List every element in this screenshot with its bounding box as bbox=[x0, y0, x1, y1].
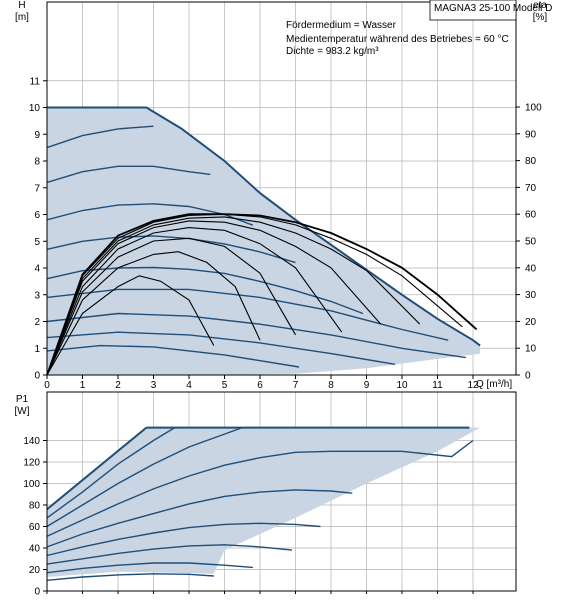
power-tick-label: 40 bbox=[29, 544, 41, 555]
efficiency-tick-label: 10 bbox=[525, 344, 537, 355]
head-tick-label: 2 bbox=[34, 317, 40, 328]
power-curve-8 bbox=[46, 562, 253, 574]
head-curve-5 bbox=[46, 266, 364, 315]
efficiency-curve-3 bbox=[46, 237, 296, 376]
power-tick-label: 140 bbox=[23, 436, 40, 447]
power-curve-6 bbox=[46, 522, 321, 557]
flow-tick-label: 10 bbox=[396, 380, 408, 391]
head-tick-label: 8 bbox=[34, 157, 40, 168]
power-curve-1 bbox=[46, 426, 148, 511]
flow-tick-label: 4 bbox=[186, 380, 192, 391]
power-curve-7 bbox=[46, 544, 293, 565]
efficiency-curve-2 bbox=[46, 251, 261, 376]
power-tick-label: 100 bbox=[23, 479, 40, 490]
head-operating-area bbox=[47, 107, 481, 375]
head-curve-4 bbox=[46, 235, 296, 264]
head-tick-label: 5 bbox=[34, 237, 40, 248]
power-curve-9 bbox=[46, 573, 214, 581]
power-curve-2 bbox=[46, 427, 176, 519]
efficiency-tick-label: 90 bbox=[525, 129, 537, 140]
power-tick-label: 60 bbox=[29, 522, 41, 533]
title-box-frame bbox=[429, 0, 517, 21]
power-curve-3 bbox=[46, 426, 243, 528]
efficiency-tick-label: 20 bbox=[525, 317, 537, 328]
power-tick-label: 20 bbox=[29, 565, 41, 576]
head-tick-label: 0 bbox=[34, 371, 40, 382]
max-head-curve bbox=[47, 106, 481, 347]
flow-axis-label: Q [m³/h] bbox=[476, 379, 512, 390]
efficiency-curve-1 bbox=[46, 275, 215, 376]
head-tick-label: 6 bbox=[34, 210, 40, 221]
power-axis-label: P1 bbox=[16, 394, 29, 405]
efficiency-tick-label: 80 bbox=[525, 156, 537, 167]
efficiency-tick-label: 0 bbox=[525, 371, 531, 382]
flow-tick-label: 3 bbox=[151, 380, 157, 391]
head-curve-6 bbox=[46, 288, 449, 341]
head-tick-label: 4 bbox=[34, 264, 40, 275]
flow-tick-label: 0 bbox=[44, 380, 50, 391]
flow-tick-label: 2 bbox=[115, 380, 121, 391]
model-title-box: MAGNA3 25-100 Modell D bbox=[429, 0, 552, 21]
efficiency-axis-unit: [%] bbox=[533, 12, 548, 23]
flow-tick-label: 5 bbox=[222, 380, 228, 391]
head-tick-label: 1 bbox=[34, 344, 40, 355]
head-tick-label: 11 bbox=[30, 76, 41, 87]
power-chart: 0 20 40 60 80 100 120 140 bbox=[23, 391, 517, 598]
head-tick-label: 10 bbox=[29, 103, 41, 114]
head-efficiency-chart: 0 1 2 3 4 5 6 7 8 9 10 11 12012345678910110102030405… bbox=[29, 1, 542, 391]
power-axis-unit: [W] bbox=[15, 406, 30, 417]
efficiency-curve-4 bbox=[46, 227, 343, 376]
head-tick-label: 9 bbox=[34, 130, 40, 141]
efficiency-tick-label: 60 bbox=[525, 210, 537, 221]
flow-tick-label: 9 bbox=[364, 380, 370, 391]
density-line: Dichte = 983.2 kg/m³ bbox=[286, 46, 379, 57]
efficiency-curve-8 bbox=[46, 213, 478, 376]
efficiency-tick-label: 70 bbox=[525, 183, 537, 194]
flow-tick-label: 6 bbox=[257, 380, 263, 391]
efficiency-tick-label: 100 bbox=[525, 103, 542, 114]
temperature-line: Medientemperatur während des Betriebes =… bbox=[286, 34, 509, 45]
flow-tick-label: 12 bbox=[467, 380, 479, 391]
chart-title: MAGNA3 25-100 Modell D bbox=[434, 3, 552, 14]
efficiency-curve-5 bbox=[46, 220, 382, 376]
head-plot-frame bbox=[46, 1, 517, 376]
head-axis-unit: [m] bbox=[15, 12, 29, 23]
power-tick-label: 120 bbox=[23, 458, 40, 469]
head-curve-8 bbox=[46, 331, 396, 365]
efficiency-axis-label: eta bbox=[533, 0, 547, 11]
power-tick-label: 0 bbox=[34, 587, 40, 598]
head-tick-label: 7 bbox=[34, 183, 40, 194]
flow-tick-label: 8 bbox=[328, 380, 334, 391]
efficiency-tick-label: 30 bbox=[525, 290, 537, 301]
efficiency-tick-label: 40 bbox=[525, 263, 537, 274]
head-curve-1 bbox=[46, 125, 154, 149]
head-curve-9 bbox=[46, 344, 300, 368]
efficiency-tick-label: 50 bbox=[525, 237, 537, 248]
power-operating-area bbox=[47, 427, 481, 577]
medium-line: Fördermedium = Wasser bbox=[286, 20, 397, 31]
head-tick-label: 3 bbox=[34, 290, 40, 301]
head-curve-2 bbox=[46, 165, 211, 184]
power-plot-frame bbox=[46, 391, 517, 592]
flow-tick-label: 7 bbox=[293, 380, 299, 391]
efficiency-curve-6 bbox=[46, 216, 421, 376]
flow-tick-label: 1 bbox=[80, 380, 86, 391]
power-tick-label: 80 bbox=[29, 501, 41, 512]
medium-info: Fördermedium = Wasser Medientemperatur w… bbox=[286, 20, 509, 57]
power-curve-5 bbox=[46, 489, 353, 548]
power-curve-4 bbox=[46, 439, 474, 537]
head-axis-label: H bbox=[18, 0, 25, 11]
flow-tick-label: 11 bbox=[432, 380, 443, 391]
head-curve-7 bbox=[46, 312, 467, 359]
